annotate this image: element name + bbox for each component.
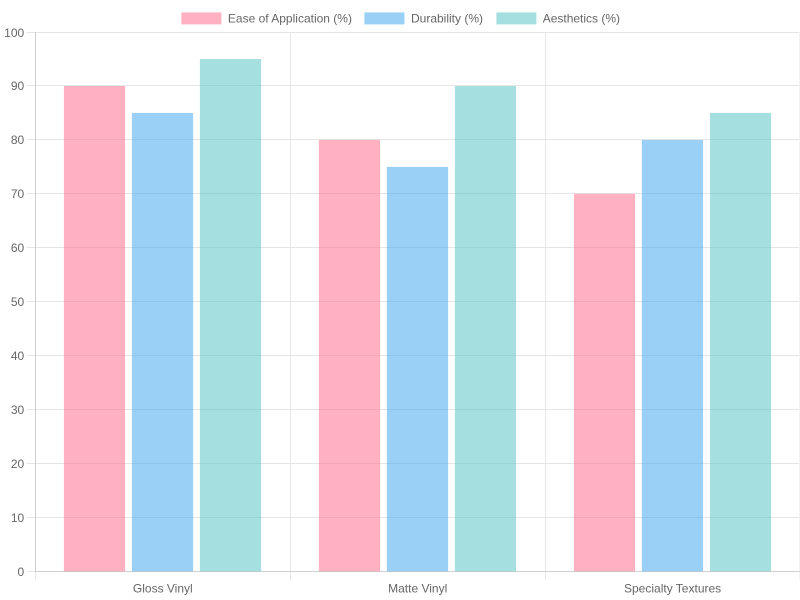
svg-text:20: 20	[11, 457, 25, 471]
svg-text:80: 80	[11, 133, 25, 147]
svg-text:Gloss Vinyl: Gloss Vinyl	[133, 582, 193, 596]
svg-text:40: 40	[11, 349, 25, 363]
svg-text:Ease of Application (%): Ease of Application (%)	[228, 12, 352, 26]
svg-text:70: 70	[11, 187, 25, 201]
svg-text:0: 0	[18, 565, 25, 579]
svg-text:60: 60	[11, 241, 25, 255]
svg-text:10: 10	[11, 511, 25, 525]
svg-text:90: 90	[11, 79, 25, 93]
svg-text:Durability (%): Durability (%)	[411, 12, 483, 26]
svg-text:Specialty Textures: Specialty Textures	[624, 582, 721, 596]
svg-text:Matte Vinyl: Matte Vinyl	[388, 582, 447, 596]
svg-text:50: 50	[11, 295, 25, 309]
svg-text:30: 30	[11, 403, 25, 417]
svg-text:Aesthetics (%): Aesthetics (%)	[543, 12, 620, 26]
svg-text:100: 100	[4, 26, 24, 40]
